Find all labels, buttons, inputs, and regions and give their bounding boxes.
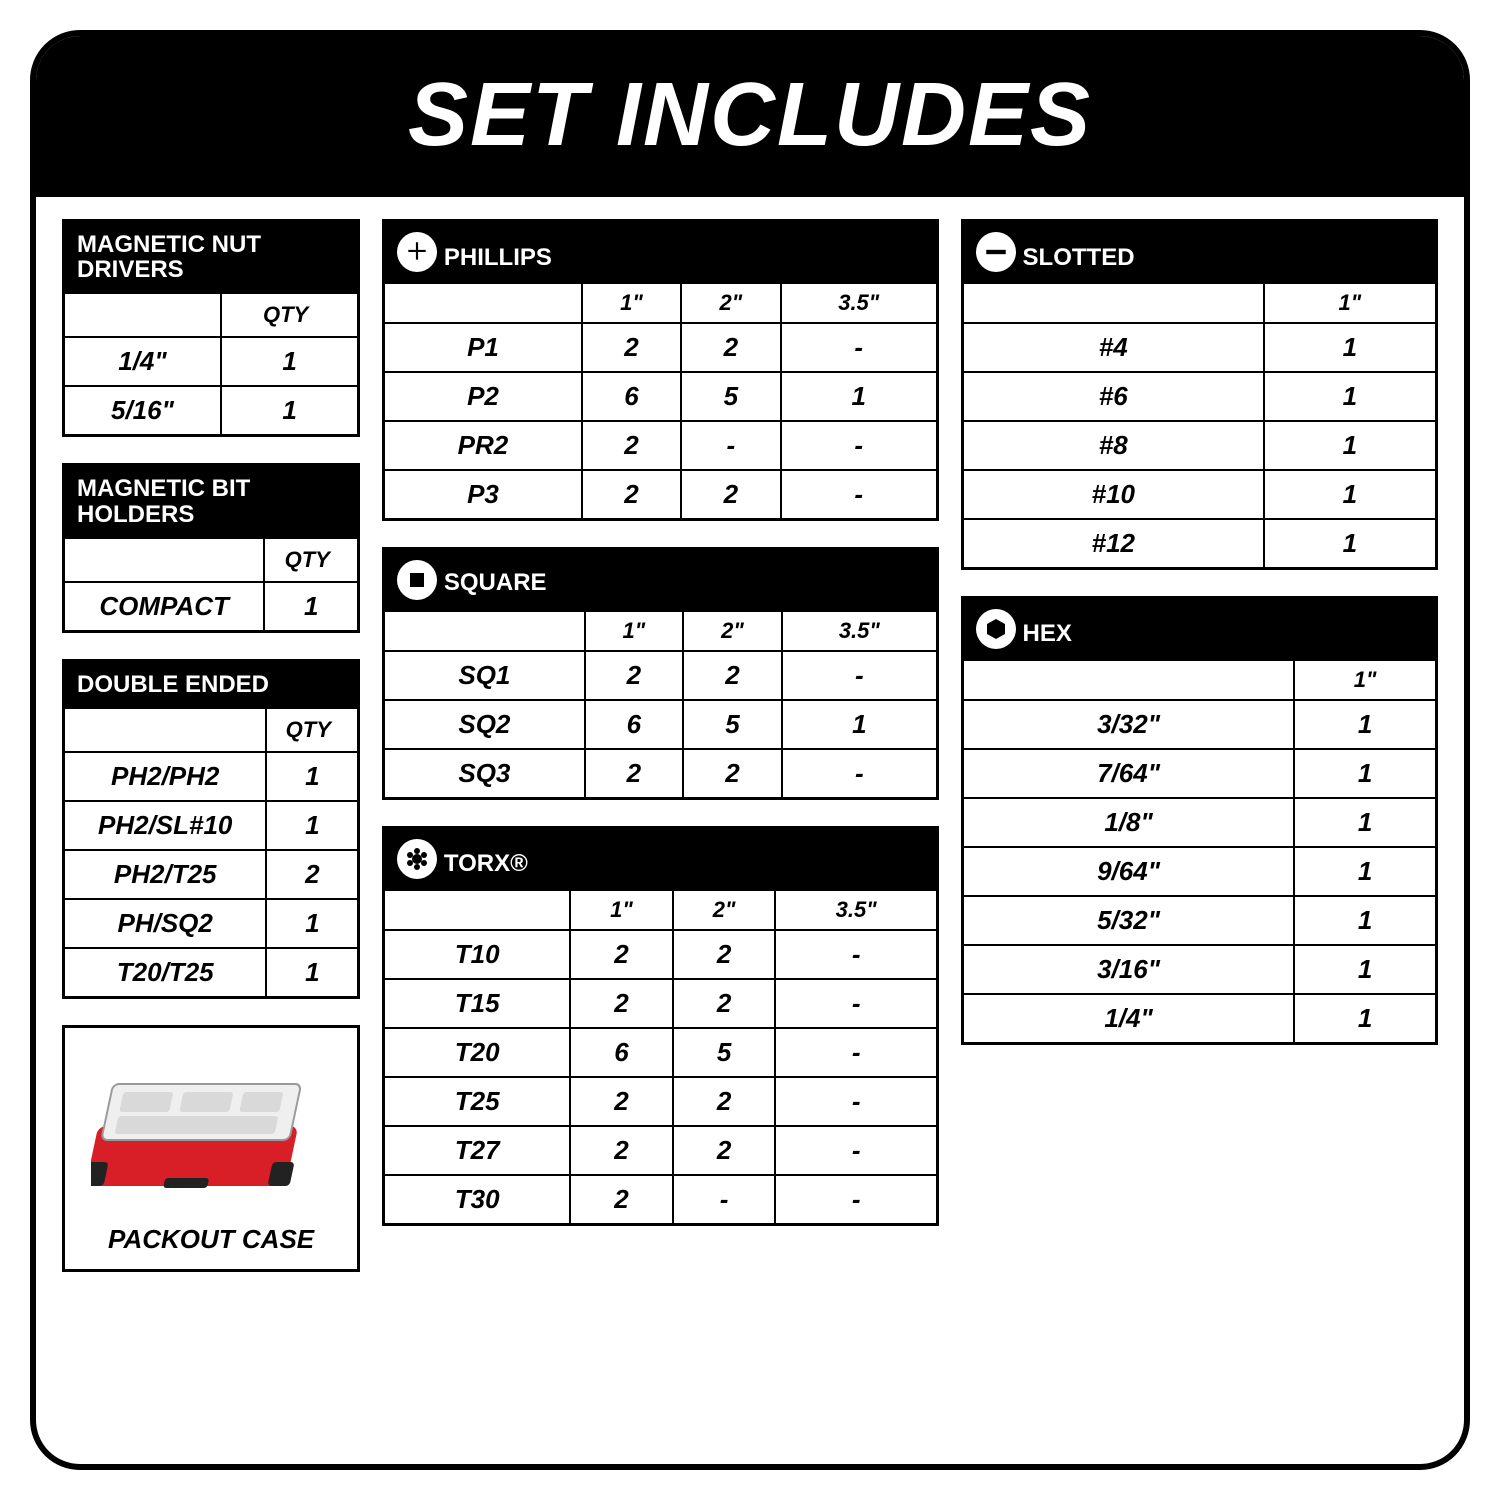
table-row: 5/32"1 <box>962 896 1436 945</box>
table-row: T2522- <box>384 1077 938 1126</box>
columns: MAGNETIC NUT DRIVERS QTY 1/4"1 5/16"1 MA… <box>36 197 1464 1272</box>
phillips-table: PHILLIPS 1"2"3.5" P122- P2651 PR22-- P32… <box>382 219 939 521</box>
packout-case-image <box>91 1046 331 1206</box>
table-row: T2722- <box>384 1126 938 1175</box>
phillips-title: PHILLIPS <box>444 244 552 271</box>
table-row: 1/8"1 <box>962 798 1436 847</box>
page-title: SET INCLUDES <box>36 36 1464 197</box>
square-title: SQUARE <box>444 569 547 596</box>
table-row: P122- <box>384 323 938 372</box>
table-row: PH2/PH21 <box>64 752 359 801</box>
double-ended-title: DOUBLE ENDED <box>64 660 359 708</box>
table-row: 3/16"1 <box>962 945 1436 994</box>
hex-table: HEX 1" 3/32"1 7/64"1 1/8"1 9/64"1 5/32"1… <box>961 596 1438 1045</box>
table-row: PH2/SL#101 <box>64 801 359 850</box>
slotted-table: SLOTTED 1" #41 #61 #81 #101 #121 <box>961 219 1438 570</box>
bit-holders-table: MAGNETIC BIT HOLDERS QTY COMPACT1 <box>62 463 360 632</box>
square-table: SQUARE 1"2"3.5" SQ122- SQ2651 SQ322- <box>382 547 939 800</box>
table-row: SQ322- <box>384 749 938 799</box>
table-row: PH2/T252 <box>64 850 359 899</box>
table-row: 1/4"1 <box>962 994 1436 1044</box>
table-row: 9/64"1 <box>962 847 1436 896</box>
table-row: COMPACT1 <box>64 582 359 632</box>
hex-icon <box>976 609 1016 649</box>
table-row: PR22-- <box>384 421 938 470</box>
table-row: T1022- <box>384 930 938 979</box>
table-row: #61 <box>962 372 1436 421</box>
table-row: 1/4"1 <box>64 337 359 386</box>
double-ended-table: DOUBLE ENDED QTY PH2/PH21 PH2/SL#101 PH2… <box>62 659 360 999</box>
qty-header: QTY <box>221 293 359 337</box>
left-column: MAGNETIC NUT DRIVERS QTY 1/4"1 5/16"1 MA… <box>62 219 360 1272</box>
torx-table: TORX® 1"2"3.5" T1022- T1522- T2065- T252… <box>382 826 939 1226</box>
qty-header: QTY <box>264 538 358 582</box>
slotted-title: SLOTTED <box>1023 244 1135 271</box>
bit-holders-title: MAGNETIC BIT HOLDERS <box>64 465 359 538</box>
table-row: T20/T251 <box>64 948 359 998</box>
table-row: P322- <box>384 470 938 520</box>
packout-case-label: PACKOUT CASE <box>77 1224 345 1255</box>
table-row: T302-- <box>384 1175 938 1225</box>
middle-column: PHILLIPS 1"2"3.5" P122- P2651 PR22-- P32… <box>382 219 939 1272</box>
table-row: 5/16"1 <box>64 386 359 436</box>
table-row: T2065- <box>384 1028 938 1077</box>
qty-header: QTY <box>266 708 358 752</box>
packout-case-box: PACKOUT CASE <box>62 1025 360 1272</box>
hex-title: HEX <box>1023 620 1072 647</box>
nut-drivers-table: MAGNETIC NUT DRIVERS QTY 1/4"1 5/16"1 <box>62 219 360 437</box>
table-row: SQ2651 <box>384 700 938 749</box>
torx-icon <box>397 839 437 879</box>
panel: SET INCLUDES MAGNETIC NUT DRIVERS QTY 1/… <box>30 30 1470 1470</box>
table-row: PH/SQ21 <box>64 899 359 948</box>
table-row: T1522- <box>384 979 938 1028</box>
slotted-icon <box>976 232 1016 272</box>
table-row: 3/32"1 <box>962 700 1436 749</box>
table-row: 7/64"1 <box>962 749 1436 798</box>
table-row: SQ122- <box>384 651 938 700</box>
torx-title: TORX® <box>444 850 528 877</box>
table-row: #121 <box>962 519 1436 569</box>
table-row: #81 <box>962 421 1436 470</box>
nut-drivers-title: MAGNETIC NUT DRIVERS <box>64 221 359 294</box>
table-row: #101 <box>962 470 1436 519</box>
table-row: #41 <box>962 323 1436 372</box>
table-row: P2651 <box>384 372 938 421</box>
square-icon <box>397 560 437 600</box>
phillips-icon <box>397 232 437 272</box>
right-column: SLOTTED 1" #41 #61 #81 #101 #121 HEX <box>961 219 1438 1272</box>
